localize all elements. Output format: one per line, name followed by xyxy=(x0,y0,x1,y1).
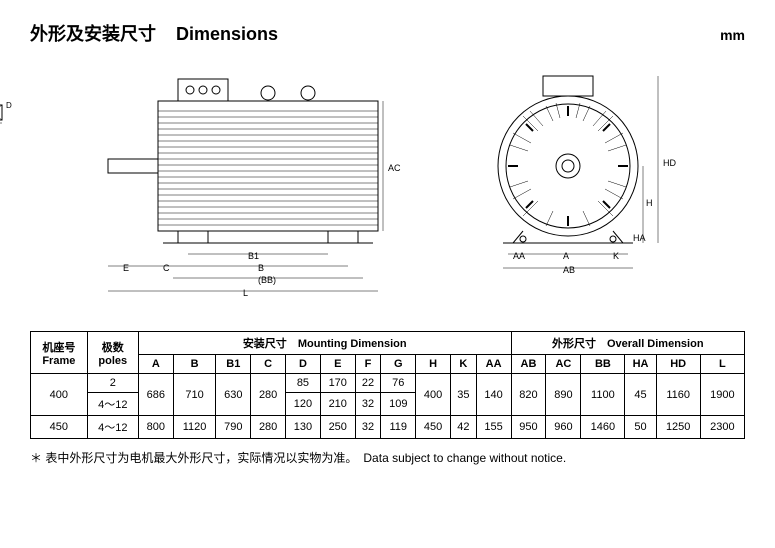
svg-text:L: L xyxy=(243,288,248,298)
shaft-key-diagram: F D G xyxy=(0,90,15,135)
svg-text:K: K xyxy=(613,251,619,261)
svg-text:AB: AB xyxy=(563,265,575,275)
table-row: 4002 686710630280 851702276 400351408208… xyxy=(31,374,745,393)
svg-text:(BB): (BB) xyxy=(258,275,276,285)
diagram-area: F D G AC EC B1 B (BB) L HD H HA AAAK AB xyxy=(30,61,745,311)
svg-text:B: B xyxy=(258,263,264,273)
svg-text:B1: B1 xyxy=(248,251,259,261)
motor-front-view: HD H HA AAAK AB xyxy=(468,71,698,301)
title-english: Dimensions xyxy=(176,24,278,45)
svg-text:HD: HD xyxy=(663,158,676,168)
title-chinese: 外形及安装尺寸 xyxy=(30,20,156,46)
svg-text:A: A xyxy=(563,251,569,261)
motor-side-view: AC E C B1 B (BB) L xyxy=(78,71,428,301)
table-row: 4504～12 80011207902801302503211945042155… xyxy=(31,416,745,439)
svg-text:H: H xyxy=(646,198,653,208)
unit-label: mm xyxy=(720,27,745,43)
footnote: ＊ 表中外形尺寸为电机最大外形尺寸，实际情况以实物为准。 Data subjec… xyxy=(30,449,745,466)
svg-text:E: E xyxy=(123,263,129,273)
svg-text:C: C xyxy=(163,263,170,273)
dimensions-table: 机座号Frame 极数poles 安装尺寸 Mounting Dimension… xyxy=(30,331,745,439)
header: 外形及安装尺寸 Dimensions mm xyxy=(30,20,745,46)
svg-text:AC: AC xyxy=(388,163,401,173)
svg-text:D: D xyxy=(6,101,12,110)
svg-text:HA: HA xyxy=(633,233,646,243)
svg-text:AA: AA xyxy=(513,251,525,261)
